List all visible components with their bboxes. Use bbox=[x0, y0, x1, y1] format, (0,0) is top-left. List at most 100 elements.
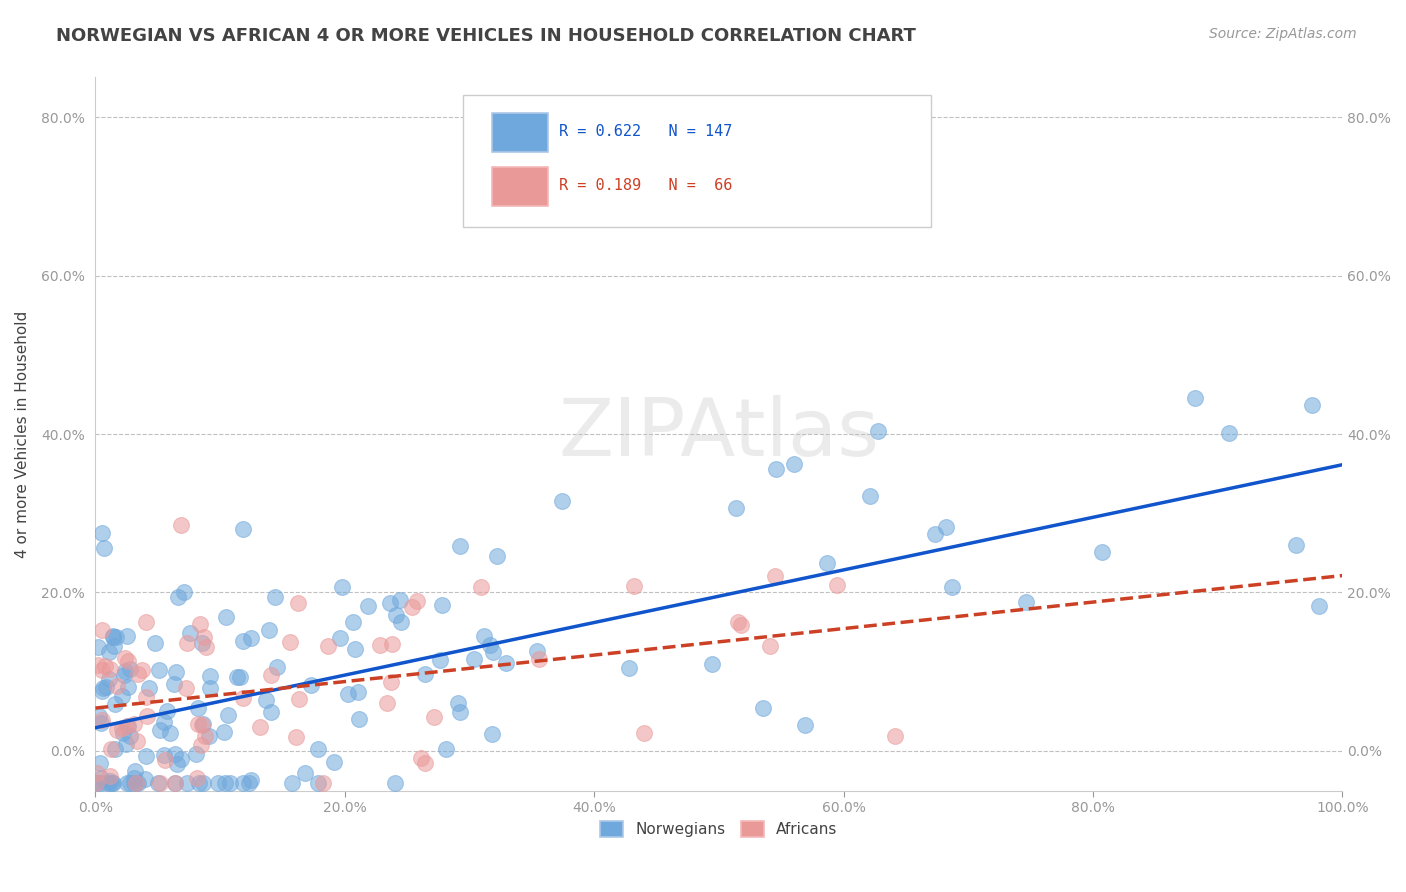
Point bbox=[163, 775, 186, 789]
Point bbox=[551, 494, 574, 508]
Point bbox=[112, 726, 135, 740]
Point bbox=[783, 457, 806, 471]
Point bbox=[90, 715, 112, 730]
Point bbox=[866, 424, 889, 438]
Point bbox=[751, 700, 773, 714]
Point bbox=[115, 719, 138, 733]
FancyBboxPatch shape bbox=[463, 95, 931, 227]
Point bbox=[89, 756, 111, 770]
Point bbox=[406, 594, 429, 608]
Point bbox=[481, 726, 503, 740]
Point bbox=[299, 677, 322, 691]
Point bbox=[136, 709, 159, 723]
Point bbox=[87, 657, 110, 672]
Point bbox=[343, 642, 366, 657]
Text: R = 0.189   N =  66: R = 0.189 N = 66 bbox=[560, 178, 733, 194]
Point bbox=[90, 664, 112, 678]
Point bbox=[765, 462, 787, 476]
Point bbox=[214, 610, 236, 624]
Point bbox=[156, 704, 179, 718]
Point bbox=[449, 539, 471, 553]
Point bbox=[176, 635, 198, 649]
Point bbox=[114, 650, 136, 665]
Point bbox=[84, 775, 107, 789]
Point bbox=[1218, 425, 1240, 440]
Point bbox=[191, 775, 214, 789]
Point bbox=[623, 579, 645, 593]
Point bbox=[98, 775, 121, 789]
Point bbox=[152, 747, 174, 762]
Point bbox=[288, 692, 311, 706]
Point bbox=[118, 729, 141, 743]
Point bbox=[103, 639, 125, 653]
Point bbox=[217, 708, 239, 723]
Point bbox=[148, 775, 170, 789]
Point bbox=[118, 662, 141, 676]
Point bbox=[122, 775, 145, 789]
Point bbox=[1015, 595, 1038, 609]
Point bbox=[323, 755, 346, 769]
Point bbox=[149, 723, 172, 738]
Point bbox=[110, 689, 132, 703]
Point bbox=[478, 638, 501, 652]
Point bbox=[191, 636, 214, 650]
Point bbox=[389, 593, 412, 607]
Point bbox=[384, 775, 406, 789]
Text: Source: ZipAtlas.com: Source: ZipAtlas.com bbox=[1209, 27, 1357, 41]
FancyBboxPatch shape bbox=[492, 113, 548, 153]
Point bbox=[214, 775, 236, 789]
Point bbox=[89, 709, 111, 723]
Point bbox=[127, 733, 149, 747]
Point bbox=[411, 751, 433, 765]
Point bbox=[1184, 392, 1206, 406]
Point bbox=[249, 720, 271, 734]
Point bbox=[285, 730, 308, 744]
Point bbox=[107, 679, 129, 693]
Point bbox=[176, 775, 198, 789]
Point bbox=[84, 775, 107, 789]
Point bbox=[115, 629, 138, 643]
Point bbox=[316, 640, 339, 654]
Point bbox=[125, 775, 148, 789]
Point bbox=[423, 710, 446, 724]
Point bbox=[257, 623, 280, 637]
Point bbox=[114, 664, 136, 678]
Point bbox=[264, 590, 287, 604]
Point bbox=[91, 683, 114, 698]
Point bbox=[97, 672, 120, 686]
Point bbox=[100, 742, 122, 756]
Point bbox=[413, 756, 436, 771]
Point bbox=[112, 668, 135, 682]
Point bbox=[349, 712, 371, 726]
Point bbox=[101, 629, 124, 643]
Point bbox=[447, 696, 470, 710]
Point bbox=[111, 721, 134, 735]
Point bbox=[463, 652, 485, 666]
Point bbox=[389, 615, 412, 629]
Point bbox=[167, 591, 190, 605]
Legend: Norwegians, Africans: Norwegians, Africans bbox=[595, 815, 844, 844]
Point bbox=[212, 725, 235, 739]
Point bbox=[93, 681, 115, 695]
Point bbox=[347, 685, 370, 699]
Point bbox=[194, 730, 217, 744]
Point bbox=[332, 580, 354, 594]
Point bbox=[173, 584, 195, 599]
Point bbox=[198, 730, 221, 744]
Point bbox=[184, 747, 207, 762]
Point bbox=[198, 668, 221, 682]
Point bbox=[165, 747, 187, 761]
Point bbox=[117, 654, 139, 668]
Point bbox=[186, 771, 208, 785]
Point bbox=[163, 775, 186, 789]
Point bbox=[98, 662, 121, 676]
Text: ZIPAtlas: ZIPAtlas bbox=[558, 395, 879, 473]
Point bbox=[179, 626, 201, 640]
Point bbox=[401, 599, 423, 614]
Point bbox=[97, 645, 120, 659]
Point bbox=[759, 639, 782, 653]
Point bbox=[700, 657, 723, 671]
Point bbox=[191, 717, 214, 731]
Point bbox=[86, 766, 108, 780]
Point bbox=[529, 651, 551, 665]
